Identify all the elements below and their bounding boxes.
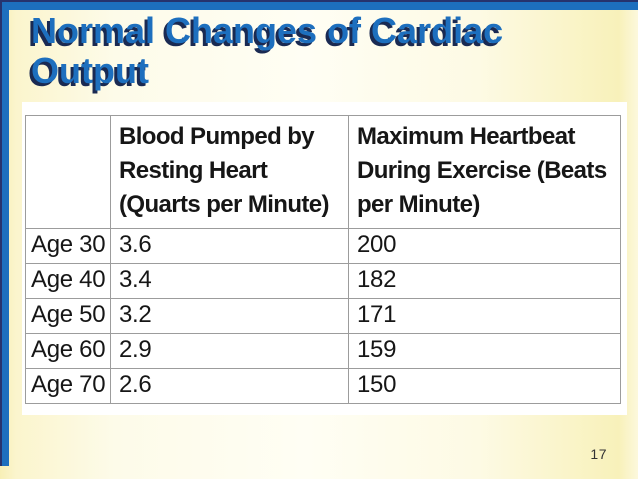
frame-left-navy-line [0, 0, 2, 466]
frame-top-blue-bar [0, 2, 638, 10]
table-header-row: Blood Pumped by Resting Heart (Quarts pe… [25, 115, 621, 229]
age-cell: Age 50 [25, 298, 111, 334]
age-cell: Age 40 [25, 263, 111, 299]
header-cell-empty [25, 115, 111, 229]
blood-pumped-cell: 2.9 [110, 333, 349, 369]
max-heartbeat-cell: 200 [348, 228, 621, 264]
age-cell: Age 30 [25, 228, 111, 264]
table-row: Age 50 3.2 171 [25, 298, 621, 334]
blood-pumped-cell: 3.6 [110, 228, 349, 264]
frame-left-blue-bar [2, 2, 9, 466]
header-cell-max-heartbeat: Maximum Heartbeat During Exercise (Beats… [348, 115, 621, 229]
blood-pumped-cell: 3.4 [110, 263, 349, 299]
blood-pumped-cell: 3.2 [110, 298, 349, 334]
table-row: Age 70 2.6 150 [25, 368, 621, 404]
max-heartbeat-cell: 171 [348, 298, 621, 334]
cardiac-output-table: Blood Pumped by Resting Heart (Quarts pe… [25, 115, 621, 404]
age-cell: Age 70 [25, 368, 111, 404]
table-row: Age 40 3.4 182 [25, 263, 621, 299]
max-heartbeat-cell: 182 [348, 263, 621, 299]
max-heartbeat-cell: 150 [348, 368, 621, 404]
slide-title: Normal Changes of Cardiac Output [31, 10, 504, 92]
blood-pumped-cell: 2.6 [110, 368, 349, 404]
header-cell-blood-pumped: Blood Pumped by Resting Heart (Quarts pe… [110, 115, 349, 229]
table-row: Age 60 2.9 159 [25, 333, 621, 369]
page-number: 17 [590, 446, 607, 462]
table-row: Age 30 3.6 200 [25, 228, 621, 264]
frame-top-navy-line [0, 0, 638, 2]
age-cell: Age 60 [25, 333, 111, 369]
max-heartbeat-cell: 159 [348, 333, 621, 369]
